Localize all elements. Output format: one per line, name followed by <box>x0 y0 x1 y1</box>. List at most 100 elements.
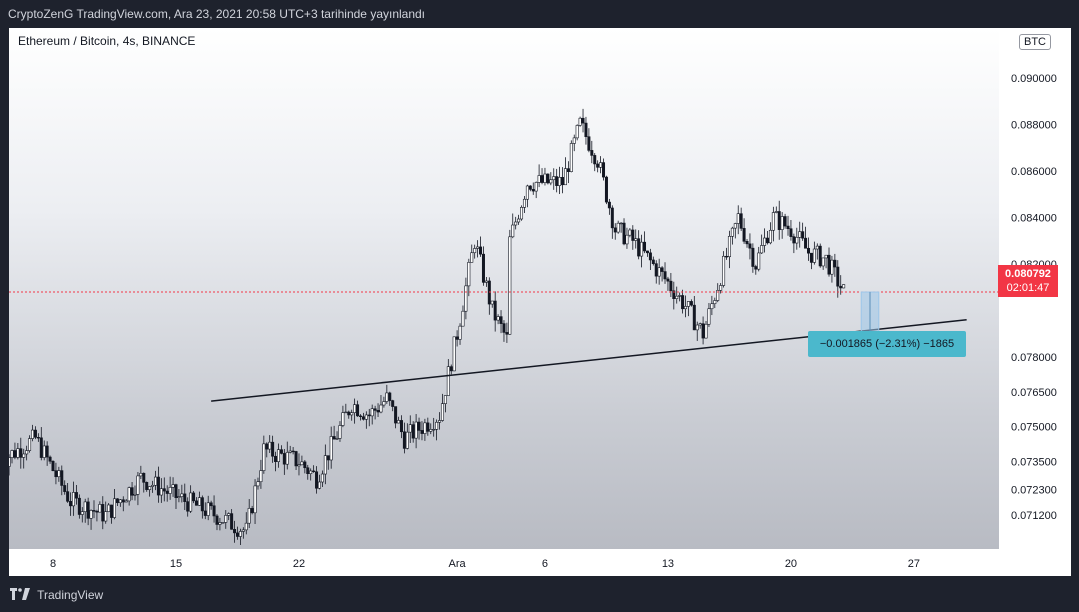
candle-body <box>332 436 336 440</box>
candle-body <box>745 241 749 245</box>
candle-body <box>818 245 822 267</box>
candle-body <box>508 236 512 335</box>
candle-body <box>309 470 313 474</box>
candle-body <box>306 467 310 474</box>
candle-body <box>774 211 778 213</box>
candle-body <box>317 481 321 489</box>
candle-body <box>546 173 550 184</box>
candle-body <box>42 445 46 458</box>
candle-body <box>13 450 17 458</box>
candle-body <box>77 497 81 515</box>
price-tick-label: 0.072300 <box>1011 484 1057 496</box>
candle-body <box>180 493 184 497</box>
candle-body <box>640 241 644 257</box>
candle-body <box>197 497 201 506</box>
candle-body <box>455 336 459 340</box>
candle-body <box>476 246 480 249</box>
candle-body <box>10 450 14 458</box>
candle-body <box>335 438 339 440</box>
candle-body <box>107 504 111 512</box>
time-tick-label: 8 <box>50 558 56 570</box>
candle-body <box>555 176 559 186</box>
candle-body <box>593 155 597 165</box>
candle-body <box>159 488 163 496</box>
candle-body <box>561 177 565 186</box>
candle-body <box>104 511 108 522</box>
candle-body <box>461 310 465 327</box>
candle-body <box>312 470 316 473</box>
candle-body <box>572 137 576 144</box>
time-tick-label: 27 <box>908 558 920 570</box>
candle-body <box>192 492 196 502</box>
candle-body <box>253 485 257 514</box>
measure-label: −0.001865 (−2.31%) −1865 <box>808 331 966 357</box>
candle-body <box>575 125 579 139</box>
candle-body <box>356 404 360 417</box>
candle-body <box>660 267 664 272</box>
candle-body <box>686 301 690 307</box>
chart-svg: 0.0900000.0880000.0860000.0840000.082000… <box>9 73 1057 570</box>
candle-body <box>259 470 263 483</box>
candle-body <box>780 216 784 230</box>
candle-body <box>233 529 237 534</box>
candle-body <box>300 461 304 466</box>
candle-body <box>151 484 155 487</box>
price-tick-label: 0.071200 <box>1011 510 1057 522</box>
candle-body <box>19 448 23 458</box>
time-axis[interactable] <box>9 549 1071 576</box>
candle-body <box>399 420 403 433</box>
candle-body <box>716 290 720 301</box>
candle-body <box>297 464 301 467</box>
candle-body <box>80 511 84 515</box>
candle-body <box>224 515 228 523</box>
candle-body <box>833 259 837 268</box>
candle-body <box>458 325 462 340</box>
candle-body <box>798 231 802 238</box>
candle-body <box>435 421 439 430</box>
candle-body <box>602 162 606 178</box>
candle-body <box>194 500 198 506</box>
candle-body <box>552 176 556 181</box>
candle-body <box>364 414 368 420</box>
candle-body <box>168 486 172 494</box>
candle-body <box>294 451 298 467</box>
candle-body <box>33 429 37 438</box>
price-tick-label: 0.073500 <box>1011 457 1057 469</box>
candle-body <box>710 303 714 310</box>
candle-body <box>768 229 772 244</box>
candle-body <box>733 223 737 229</box>
candle-body <box>388 392 392 401</box>
currency-badge[interactable]: BTC <box>1019 34 1051 50</box>
candle-body <box>315 471 319 489</box>
candle-body <box>92 510 96 512</box>
candle-body <box>171 484 175 488</box>
candle-body <box>241 529 245 532</box>
candle-body <box>692 304 696 331</box>
candle-body <box>777 211 781 230</box>
candle-body <box>499 316 503 324</box>
candle-body <box>54 470 58 478</box>
plot-area[interactable] <box>9 28 999 549</box>
candle-body <box>695 324 699 331</box>
price-tick-label: 0.075000 <box>1011 422 1057 434</box>
candle-body <box>725 255 729 258</box>
candle-body <box>701 323 705 339</box>
candle-body <box>209 502 213 507</box>
candle-body <box>766 237 770 244</box>
candle-body <box>215 515 219 525</box>
candle-body <box>323 455 327 475</box>
candle-body <box>590 150 594 156</box>
candle-body <box>212 505 216 517</box>
candle-body <box>189 492 193 512</box>
candle-body <box>549 179 553 184</box>
candle-body <box>417 421 421 431</box>
candle-body <box>115 498 119 504</box>
candle-body <box>534 182 538 192</box>
candle-body <box>578 117 582 126</box>
candle-body <box>604 176 608 203</box>
candle-body <box>479 246 483 255</box>
time-tick-label: 6 <box>542 558 548 570</box>
candle-body <box>795 237 799 244</box>
candle-body <box>792 236 796 244</box>
candle-body <box>411 424 415 439</box>
